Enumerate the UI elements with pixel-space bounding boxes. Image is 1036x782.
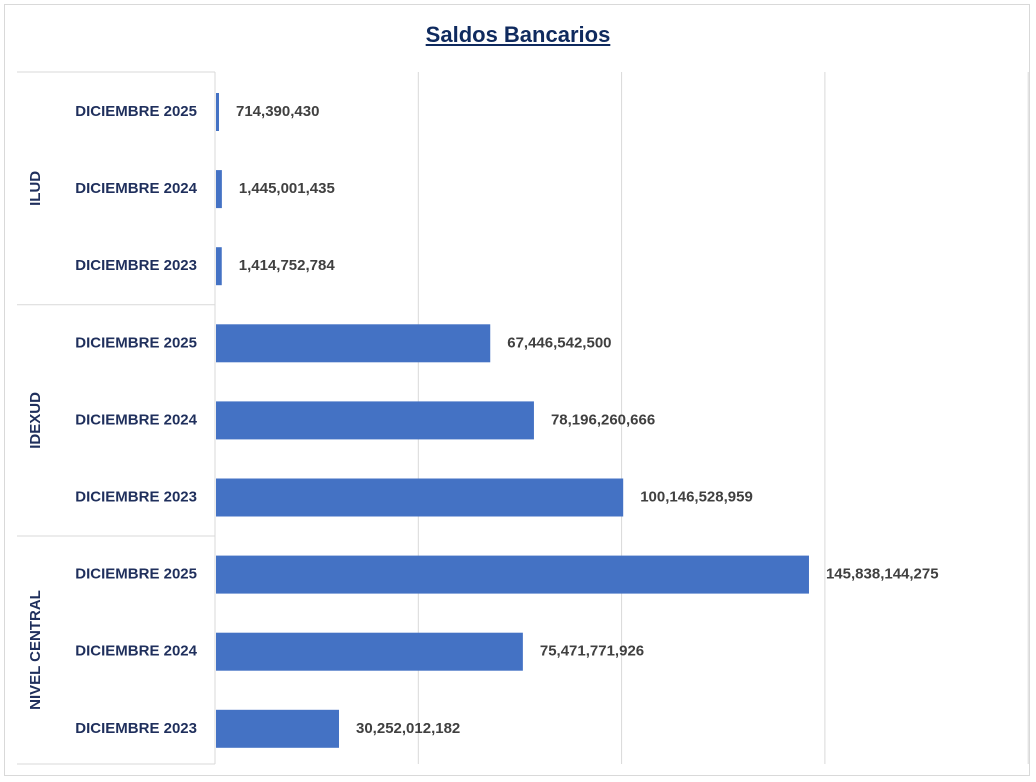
data-label: 30,252,012,182 <box>356 720 460 737</box>
bar <box>216 324 491 363</box>
bar <box>216 93 219 131</box>
category-label: DICIEMBRE 2023 <box>75 257 197 274</box>
bar <box>216 401 534 440</box>
group-label: NIVEL CENTRAL <box>27 590 44 710</box>
data-label: 1,445,001,435 <box>239 180 335 197</box>
group-label: IDEXUD <box>27 392 44 449</box>
data-label: 100,146,528,959 <box>640 488 753 505</box>
bar <box>216 478 624 517</box>
category-label: DICIEMBRE 2025 <box>75 566 197 583</box>
bar <box>216 170 222 209</box>
data-label: 67,446,542,500 <box>507 334 611 351</box>
category-label: DICIEMBRE 2023 <box>75 720 197 737</box>
data-label: 714,390,430 <box>236 103 319 120</box>
chart-title: Saldos Bancarios <box>425 22 611 47</box>
data-label: 145,838,144,275 <box>826 566 939 583</box>
category-label: DICIEMBRE 2024 <box>75 643 197 660</box>
data-label: 78,196,260,666 <box>551 411 655 428</box>
bar <box>216 709 340 748</box>
category-label: DICIEMBRE 2023 <box>75 488 197 505</box>
bar <box>216 247 222 286</box>
data-label: 75,471,771,926 <box>540 643 644 660</box>
group-label: ILUD <box>27 171 44 206</box>
category-label: DICIEMBRE 2025 <box>75 103 197 120</box>
data-label: 1,414,752,784 <box>239 257 336 274</box>
category-label: DICIEMBRE 2024 <box>75 411 197 428</box>
bar <box>216 632 523 671</box>
category-label: DICIEMBRE 2024 <box>75 180 197 197</box>
bar <box>216 555 809 594</box>
category-label: DICIEMBRE 2025 <box>75 334 197 351</box>
